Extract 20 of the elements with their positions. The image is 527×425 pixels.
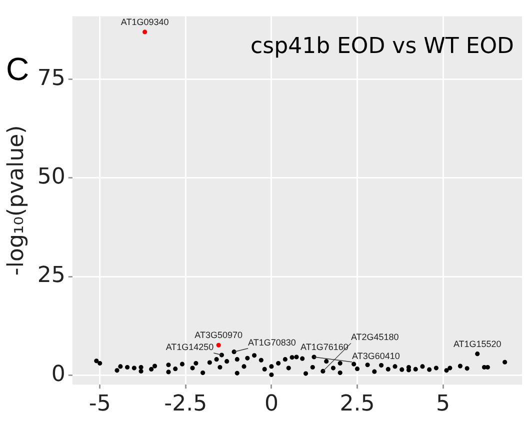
annotation: AT1G15520: [453, 338, 502, 349]
annotation: AT1G09340: [120, 16, 169, 27]
annotation: AT1G76160: [300, 342, 348, 352]
y-tick-label: 50: [37, 164, 66, 190]
annotation: AT1G14250: [166, 342, 214, 352]
y-tick-label: 25: [37, 263, 66, 288]
annotation: AT1G70830: [248, 337, 296, 348]
text: C: [6, 50, 30, 87]
x-tick-label: -2.5: [164, 392, 208, 417]
y-tick-label: 0: [51, 362, 66, 387]
annotation: AT3G50970: [194, 330, 243, 340]
x-tick-label: 2.5: [340, 392, 375, 417]
x-tick-label: 5: [436, 392, 450, 417]
y-tick-label: 75: [37, 66, 66, 92]
annotation: AT2G45180: [350, 332, 399, 342]
y-axis-title: -log₁₀(pvalue): [4, 125, 29, 276]
text: csp41b EOD vs WT EOD: [250, 34, 514, 59]
x-tick-label: 0: [264, 392, 278, 417]
x-tick-label: -5: [88, 392, 111, 417]
annotation: AT3G60410: [352, 350, 400, 361]
